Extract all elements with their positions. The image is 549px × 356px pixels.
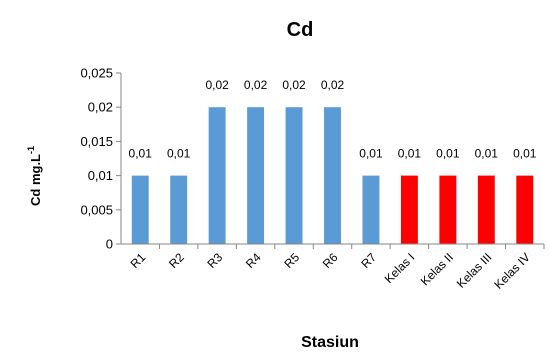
y-tick-label: 0,02 <box>88 100 113 115</box>
x-axis-label: Stasiun <box>301 334 359 351</box>
y-axis: 0 0,005 0,01 0,015 0,02 0,025 <box>80 66 122 252</box>
bar <box>247 107 265 244</box>
x-tick-label: Kelas II <box>418 250 456 288</box>
data-label: 0,01 <box>129 147 153 161</box>
x-tick-label: Kelas I <box>382 250 418 286</box>
x-tick-label: R5 <box>281 250 302 271</box>
data-label: 0,02 <box>205 78 229 92</box>
y-tick-label: 0,015 <box>80 134 113 149</box>
y-tick-label: 0,005 <box>80 202 113 217</box>
y-tick-label: 0 <box>106 237 113 252</box>
x-tick-label: R7 <box>358 250 379 271</box>
data-label: 0,02 <box>244 78 268 92</box>
bar <box>324 107 341 244</box>
data-label: 0,01 <box>398 147 422 161</box>
data-label: 0,01 <box>513 147 537 161</box>
y-axis-label: Cd mg.L-1 <box>26 146 43 206</box>
x-tick-label: R4 <box>243 250 264 271</box>
x-tick-label: R3 <box>205 250 226 271</box>
y-tick-label: 0,01 <box>88 168 113 183</box>
bar <box>170 175 188 244</box>
data-label: 0,01 <box>475 147 499 161</box>
data-label: 0,02 <box>321 78 345 92</box>
y-axis-label-base: Cd mg.L <box>28 154 43 206</box>
bar <box>477 175 495 244</box>
bar <box>285 107 303 244</box>
x-tick-label: R1 <box>128 250 149 271</box>
chart-title: Cd <box>287 19 314 41</box>
data-label: 0,01 <box>436 147 460 161</box>
y-tick-label: 0,025 <box>80 66 113 81</box>
data-labels: 0,01 0,01 0,02 0,02 0,02 0,02 0,01 0,01 0,01 0,01… <box>129 78 537 160</box>
bar <box>439 175 457 244</box>
data-label: 0,02 <box>282 78 306 92</box>
bars <box>131 107 534 244</box>
x-tick-label: Kelas III <box>454 250 495 291</box>
bar <box>400 175 418 244</box>
data-label: 0,01 <box>359 147 383 161</box>
data-label: 0,01 <box>167 147 191 161</box>
bar <box>516 175 534 244</box>
bar <box>131 175 149 244</box>
bar <box>362 175 380 244</box>
y-axis-label-superscript: -1 <box>26 146 36 154</box>
x-tick-label: Kelas IV <box>491 250 533 292</box>
x-tick-label: R2 <box>166 250 187 271</box>
x-tick-label: R6 <box>320 250 341 271</box>
bar <box>208 107 226 244</box>
